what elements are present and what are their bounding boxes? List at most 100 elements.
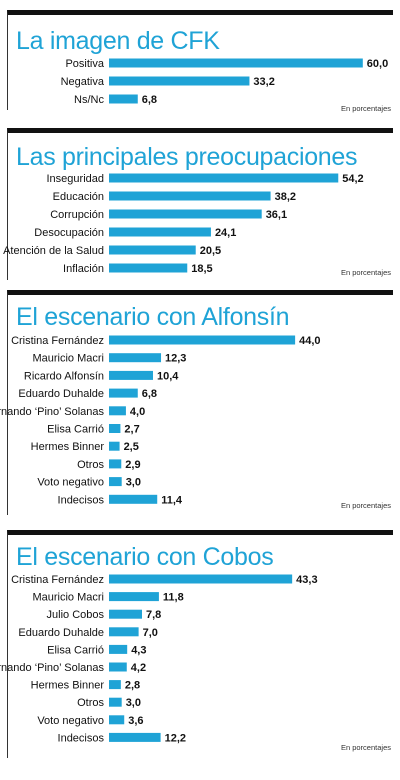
value-label: 60,0 xyxy=(367,58,388,70)
bar xyxy=(109,263,188,273)
bar xyxy=(109,697,122,707)
bar xyxy=(109,191,271,201)
value-label: 4,2 xyxy=(131,662,146,674)
bar xyxy=(109,173,339,183)
bar xyxy=(109,627,139,637)
category-label: Eduardo Duhalde xyxy=(18,388,104,400)
category-label: Ricardo Alfonsín xyxy=(24,370,104,382)
category-label: Inseguridad xyxy=(47,173,105,185)
bar xyxy=(109,477,122,487)
value-label: 2,7 xyxy=(124,424,139,436)
bar-chart-imagen-cfk: Positiva 60,0 Negativa 33,2 Ns/Nc 6,8 En porce… xyxy=(61,58,392,113)
category-label: Negativa xyxy=(61,76,105,88)
chart-panel-preocupaciones: Las principales preocupaciones Insegurid… xyxy=(3,128,393,280)
category-label: Indecisos xyxy=(58,494,105,506)
bar xyxy=(109,662,127,672)
bar xyxy=(109,592,159,602)
bar xyxy=(109,245,196,255)
bar xyxy=(109,494,158,504)
category-label: Educación xyxy=(53,191,104,203)
bar-chart-preocupaciones: Inseguridad 54,2 Educación 38,2 Corrupción 36… xyxy=(3,173,391,277)
value-label: 12,2 xyxy=(165,732,186,744)
category-label: Eduardo Duhalde xyxy=(18,627,104,639)
units-note: En porcentajes xyxy=(341,743,391,752)
value-label: 6,8 xyxy=(142,388,157,400)
value-label: 3,0 xyxy=(126,477,141,489)
category-label: Ns/Nc xyxy=(74,94,104,106)
category-label: Elisa Carrió xyxy=(47,644,104,656)
chart-panel-escenario-cobos: El escenario con Cobos Cristina Fernánde… xyxy=(0,530,393,758)
category-label: Mauricio Macri xyxy=(32,353,104,365)
units-note: En porcentajes xyxy=(341,501,391,510)
bar xyxy=(109,424,121,433)
bar xyxy=(109,609,142,619)
value-label: 4,0 xyxy=(130,406,145,418)
category-label: Positiva xyxy=(65,58,104,70)
category-label: Otros xyxy=(77,697,104,709)
value-label: 4,3 xyxy=(131,644,146,656)
value-label: 24,1 xyxy=(215,227,236,239)
chart-panel-escenario-alfonsin: El escenario con Alfonsín Cristina Ferná… xyxy=(0,290,393,515)
bar xyxy=(109,94,138,104)
category-label: Elisa Carrió xyxy=(47,424,104,436)
value-label: 20,5 xyxy=(200,245,221,257)
bar xyxy=(109,680,121,690)
category-label: Inflación xyxy=(63,263,104,275)
category-label: Cristina Fernández xyxy=(11,335,104,347)
value-label: 2,5 xyxy=(124,441,139,453)
bar xyxy=(109,370,153,380)
units-note: En porcentajes xyxy=(341,268,391,277)
category-label: Corrupción xyxy=(50,209,104,221)
category-label: Cristina Fernández xyxy=(11,574,104,586)
bar xyxy=(109,644,128,654)
value-label: 2,9 xyxy=(125,459,140,471)
category-label: Atención de la Salud xyxy=(3,245,104,257)
value-label: 54,2 xyxy=(342,173,363,185)
bar xyxy=(109,58,363,68)
units-note: En porcentajes xyxy=(341,104,391,113)
bar xyxy=(109,353,162,363)
category-label: Mauricio Macri xyxy=(32,592,104,604)
bar xyxy=(109,335,296,345)
value-label: 3,0 xyxy=(126,697,141,709)
category-label: Fernando ‘Pino’ Solanas xyxy=(0,406,104,418)
category-label: Desocupación xyxy=(34,227,104,239)
category-label: Julio Cobos xyxy=(47,609,105,621)
category-label: Voto negativo xyxy=(37,715,104,727)
category-label: Fernando ‘Pino’ Solanas xyxy=(0,662,104,674)
category-label: Hermes Binner xyxy=(31,680,105,692)
value-label: 18,5 xyxy=(191,263,212,275)
bar xyxy=(109,441,120,451)
value-label: 7,8 xyxy=(146,609,161,621)
value-label: 2,8 xyxy=(125,680,140,692)
value-label: 11,8 xyxy=(163,592,184,604)
value-label: 12,3 xyxy=(165,353,186,365)
bar xyxy=(109,209,262,219)
bar xyxy=(109,388,138,398)
value-label: 6,8 xyxy=(142,94,157,106)
chart-title: El escenario con Alfonsín xyxy=(16,303,290,331)
value-label: 3,6 xyxy=(128,715,143,727)
bar-chart-escenario-alfonsin: Cristina Fernández 44,0 Mauricio Macri 12,3… xyxy=(0,335,391,510)
value-label: 36,1 xyxy=(266,209,287,221)
bar xyxy=(109,574,293,584)
value-label: 44,0 xyxy=(299,335,320,347)
bar-chart-escenario-cobos: Cristina Fernández 43,3 Mauricio Macri 11,8… xyxy=(0,574,391,752)
category-label: Indecisos xyxy=(58,732,105,744)
category-label: Hermes Binner xyxy=(31,441,105,453)
value-label: 43,3 xyxy=(296,574,317,586)
value-label: 10,4 xyxy=(157,370,179,382)
value-label: 33,2 xyxy=(253,76,274,88)
bar xyxy=(109,459,122,469)
bar xyxy=(109,227,211,237)
bar xyxy=(109,732,161,742)
bar xyxy=(109,715,125,725)
value-label: 11,4 xyxy=(161,494,183,506)
category-label: Voto negativo xyxy=(37,477,104,489)
chart-title: El escenario con Cobos xyxy=(16,543,274,571)
chart-title: La imagen de CFK xyxy=(16,27,220,55)
value-label: 38,2 xyxy=(275,191,296,203)
bar xyxy=(109,406,126,416)
bar xyxy=(109,76,250,86)
value-label: 7,0 xyxy=(143,627,158,639)
